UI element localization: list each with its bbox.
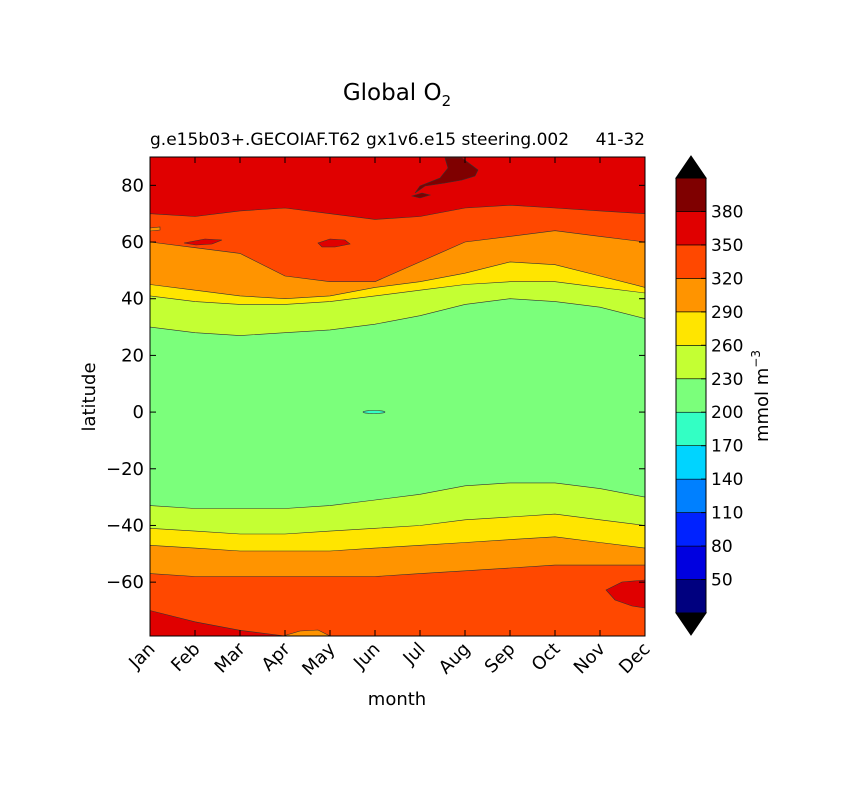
high-oxygen-cell-north	[414, 157, 479, 194]
x-tick-label: Jan	[124, 639, 159, 674]
y-axis-label: latitude	[79, 362, 100, 431]
y-tick-label: −20	[106, 459, 144, 480]
x-tick-label: Dec	[615, 639, 654, 678]
x-tick-label: Jul	[399, 639, 430, 670]
x-tick-label: Jun	[349, 639, 384, 674]
red-cell-dec-south	[605, 579, 645, 609]
red-cell-feb	[183, 238, 223, 246]
y-tick-label: 0	[133, 402, 144, 423]
x-axis-label: month	[368, 689, 426, 710]
colorbar-segment	[675, 244, 707, 279]
y-axis: 80 60 40 20 0 −20 −40 −60	[106, 175, 645, 593]
high-oxygen-cell-small	[410, 192, 432, 199]
chart-title: Global O2	[343, 80, 451, 110]
x-tick-label: May	[298, 638, 339, 679]
colorbar-segment	[675, 478, 707, 513]
colorbar-tick-label: 170	[711, 437, 743, 457]
colorbar-extend-high	[675, 155, 707, 179]
colorbar-tick-label: 320	[711, 269, 743, 289]
colorbar-segment	[675, 278, 707, 313]
orange-cell-jan	[150, 226, 161, 232]
colorbar-segment	[675, 345, 707, 380]
orange-cell-south	[282, 629, 331, 636]
colorbar-extend-low	[675, 612, 707, 636]
x-tick-label: Oct	[528, 639, 565, 676]
colorbar-segment	[675, 177, 707, 212]
colorbar-segment	[675, 211, 707, 246]
colorbar-tick-label: 380	[711, 202, 743, 222]
colorbar-segment	[675, 311, 707, 346]
contour-band-320-350	[150, 564, 645, 636]
colorbar-segment	[675, 411, 707, 446]
colorbar-segment	[675, 378, 707, 413]
colorbar: 50 80 110 140 170 200 230 260 290 320 350 380	[675, 155, 743, 636]
y-tick-label: 60	[121, 232, 144, 253]
colorbar-tick-label: 290	[711, 303, 743, 323]
colorbar-tick-label: 350	[711, 236, 743, 256]
x-tick-label: Nov	[570, 638, 610, 678]
y-tick-label: 20	[121, 345, 144, 366]
colorbar-segment	[675, 545, 707, 580]
chart-subtitle-right: 41-32	[596, 130, 645, 150]
x-tick-label: Mar	[211, 638, 250, 677]
colorbar-tick-label: 200	[711, 403, 743, 423]
colorbar-tick-label: 140	[711, 470, 743, 490]
colorbar-tick-label: 50	[711, 571, 733, 591]
contour-band-350-380	[150, 610, 645, 636]
x-tick-label: Aug	[435, 639, 475, 679]
colorbar-segment	[675, 579, 707, 614]
y-tick-label: 80	[121, 175, 144, 196]
equatorial-contour	[362, 410, 386, 414]
colorbar-segment	[675, 512, 707, 547]
colorbar-frame	[675, 177, 707, 614]
colorbar-tick-label: 110	[711, 504, 743, 524]
colorbar-label: mmol m−3	[749, 350, 773, 442]
y-tick-label: 40	[121, 289, 144, 310]
colorbar-tick-label: 260	[711, 336, 743, 356]
chart-subtitle-left: g.e15b03+.GECOIAF.T62 gx1v6.e15 steering…	[150, 130, 569, 150]
y-tick-label: −40	[106, 515, 144, 536]
y-tick-label: −60	[106, 572, 144, 593]
colorbar-tick-label: 80	[711, 537, 733, 557]
x-tick-label: Sep	[481, 639, 520, 678]
red-cell-may	[317, 238, 351, 248]
plot-area	[150, 157, 645, 636]
colorbar-segment	[675, 445, 707, 480]
x-tick-label: Apr	[258, 638, 295, 675]
x-tick-label: Feb	[167, 639, 204, 676]
contour-features	[150, 157, 645, 636]
contour-bands	[150, 157, 645, 636]
plot-frame	[149, 156, 646, 637]
colorbar-tick-label: 230	[711, 370, 743, 390]
